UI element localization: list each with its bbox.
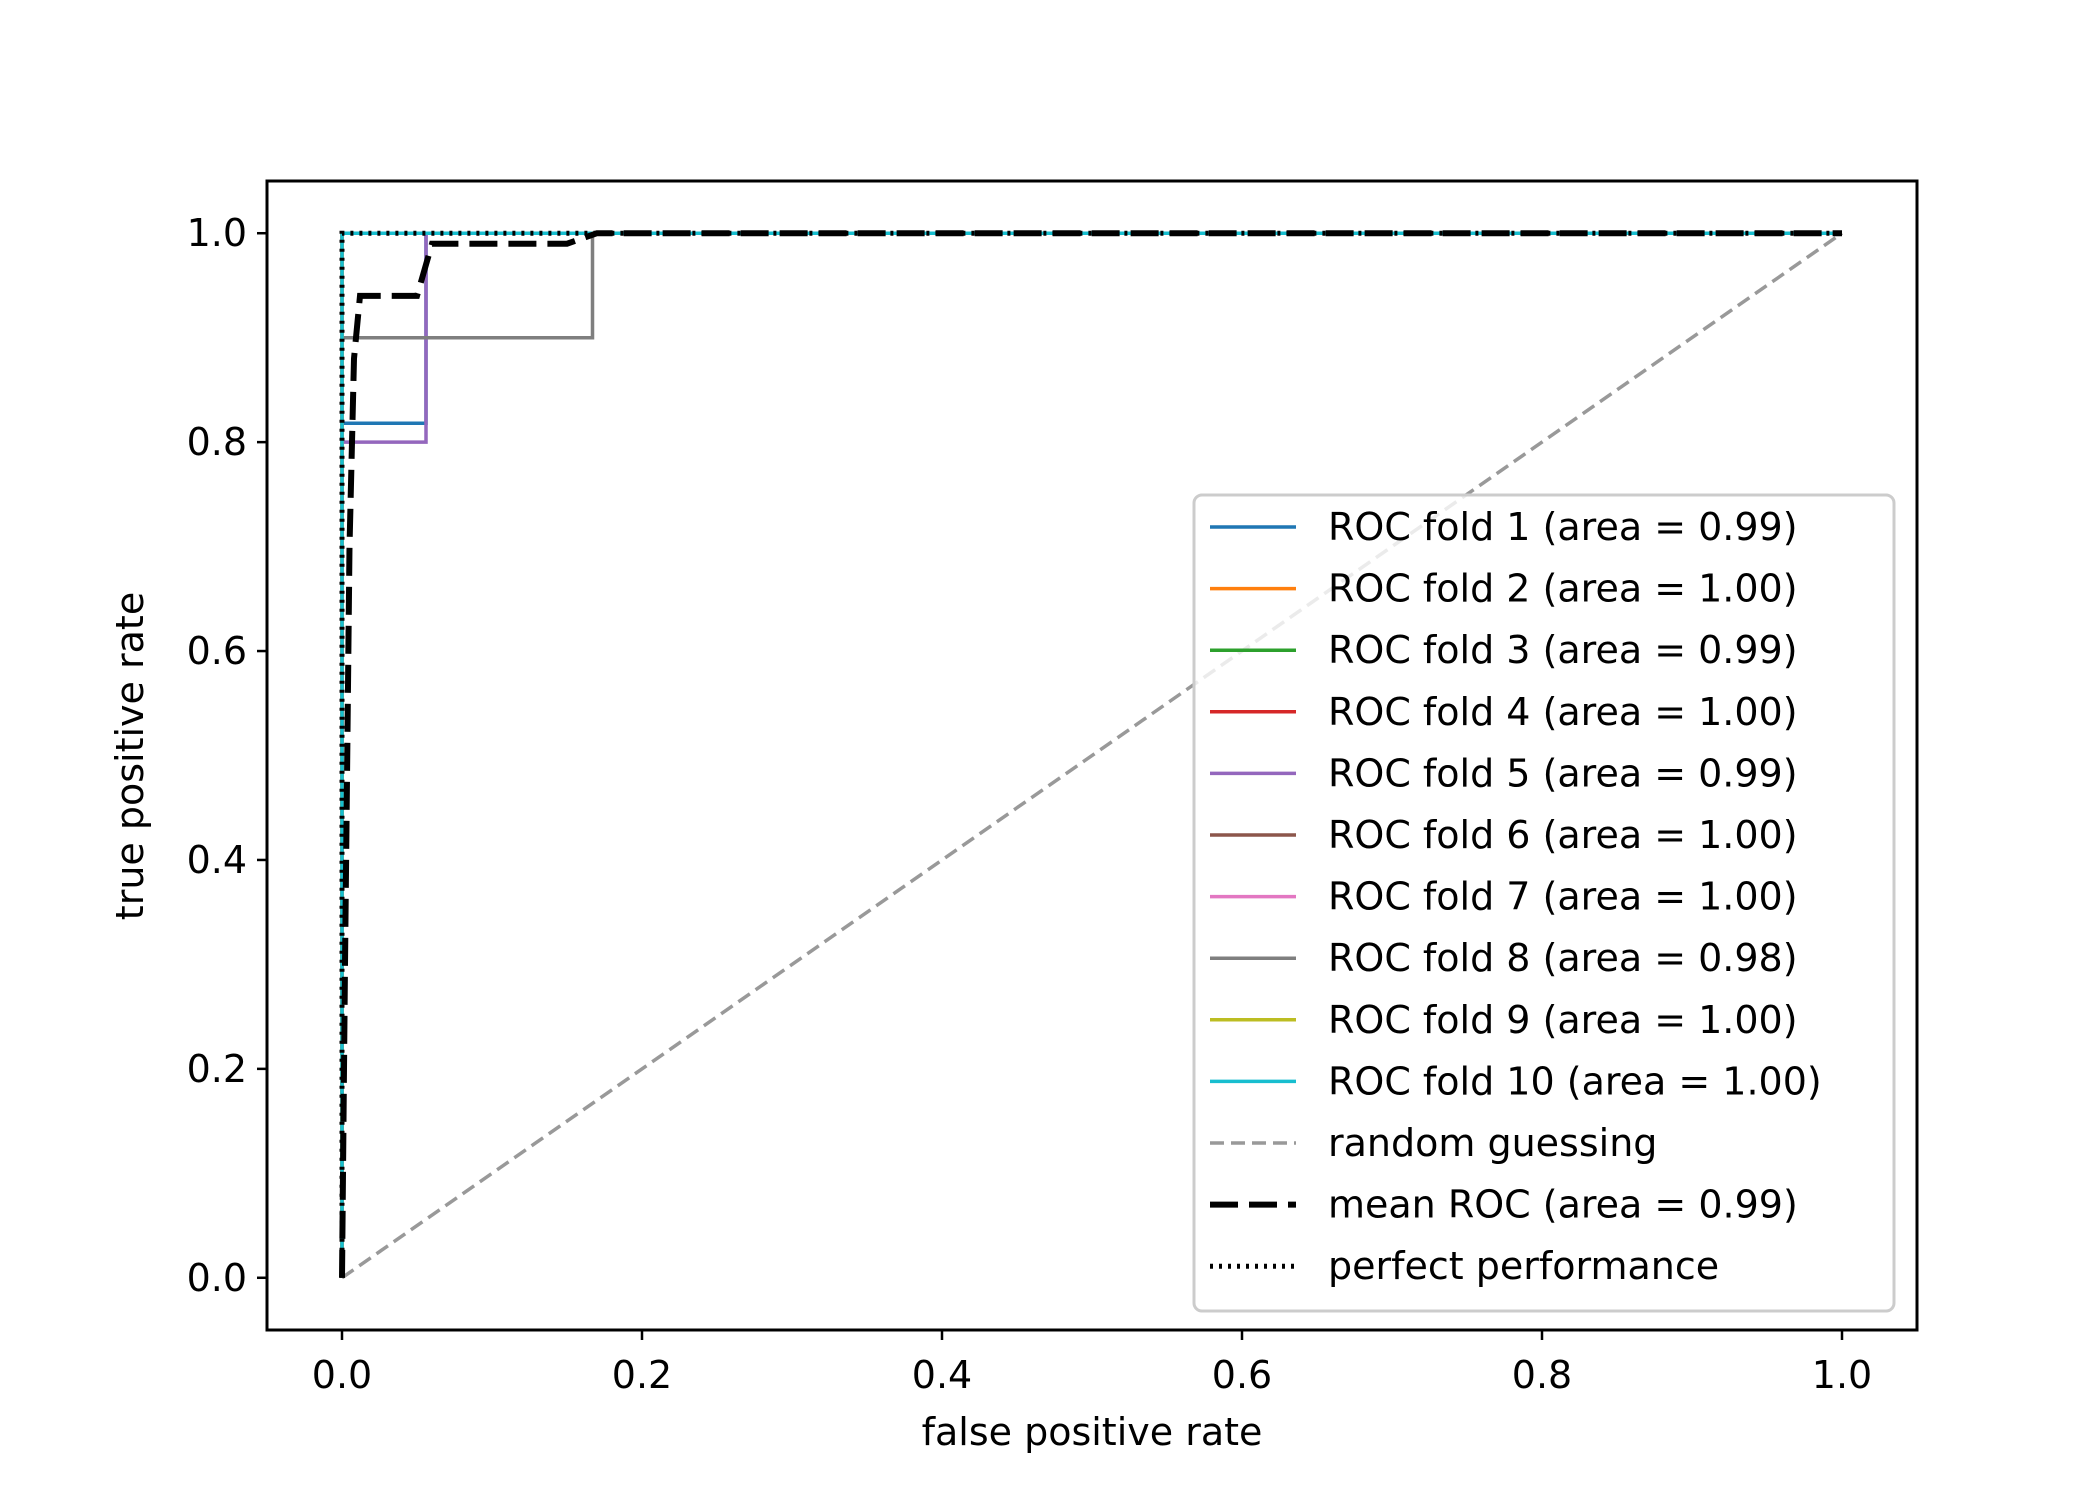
x-axis: 0.0 0.2 0.4 0.6 0.8 1.0 <box>312 1330 1872 1397</box>
legend-label-12: mean ROC (area = 0.99) <box>1328 1183 1798 1227</box>
x-tick-label: 0.2 <box>612 1353 672 1397</box>
legend-label-11: random guessing <box>1328 1121 1657 1165</box>
legend-label-4: ROC fold 4 (area = 1.00) <box>1328 690 1798 734</box>
series-line-11 <box>340 231 1844 1280</box>
x-tick-label: 1.0 <box>1812 1353 1872 1397</box>
y-axis-label: true positive rate <box>108 592 152 920</box>
legend-label-10: ROC fold 10 (area = 1.00) <box>1328 1059 1822 1103</box>
legend-box <box>1192 493 1896 1313</box>
legend-label-2: ROC fold 2 (area = 1.00) <box>1328 567 1798 611</box>
legend-label-9: ROC fold 9 (area = 1.00) <box>1328 998 1798 1042</box>
legend-label-6: ROC fold 6 (area = 1.00) <box>1328 813 1798 857</box>
legend-label-5: ROC fold 5 (area = 0.99) <box>1328 751 1798 795</box>
y-axis: 0.0 0.2 0.4 0.6 0.8 1.0 <box>187 211 267 1300</box>
legend-label-3: ROC fold 3 (area = 0.99) <box>1328 628 1798 672</box>
legend: ROC fold 1 (area = 0.99) ROC fold 2 (area… <box>1192 493 1896 1313</box>
legend-label-7: ROC fold 7 (area = 1.00) <box>1328 875 1798 919</box>
legend-label-1: ROC fold 1 (area = 0.99) <box>1328 505 1798 549</box>
x-tick-label: 0.4 <box>912 1353 972 1397</box>
y-tick-label: 1.0 <box>187 211 247 255</box>
series-line-13 <box>339 230 1842 1278</box>
x-tick-label: 0.8 <box>1512 1353 1572 1397</box>
y-tick-label: 0.8 <box>187 420 247 464</box>
x-tick-label: 0.0 <box>312 1353 372 1397</box>
y-tick-label: 0.0 <box>187 1256 247 1300</box>
x-tick-label: 0.6 <box>1212 1353 1272 1397</box>
series-layer <box>339 230 1844 1280</box>
y-tick-label: 0.2 <box>187 1047 247 1091</box>
x-axis-label: false positive rate <box>922 1410 1263 1454</box>
y-tick-label: 0.6 <box>187 629 247 673</box>
legend-label-8: ROC fold 8 (area = 0.98) <box>1328 936 1798 980</box>
legend-label-13: perfect performance <box>1328 1244 1719 1288</box>
series-line-12 <box>339 230 1842 1278</box>
plot-frame <box>265 179 1919 1332</box>
y-tick-label: 0.4 <box>187 838 247 882</box>
